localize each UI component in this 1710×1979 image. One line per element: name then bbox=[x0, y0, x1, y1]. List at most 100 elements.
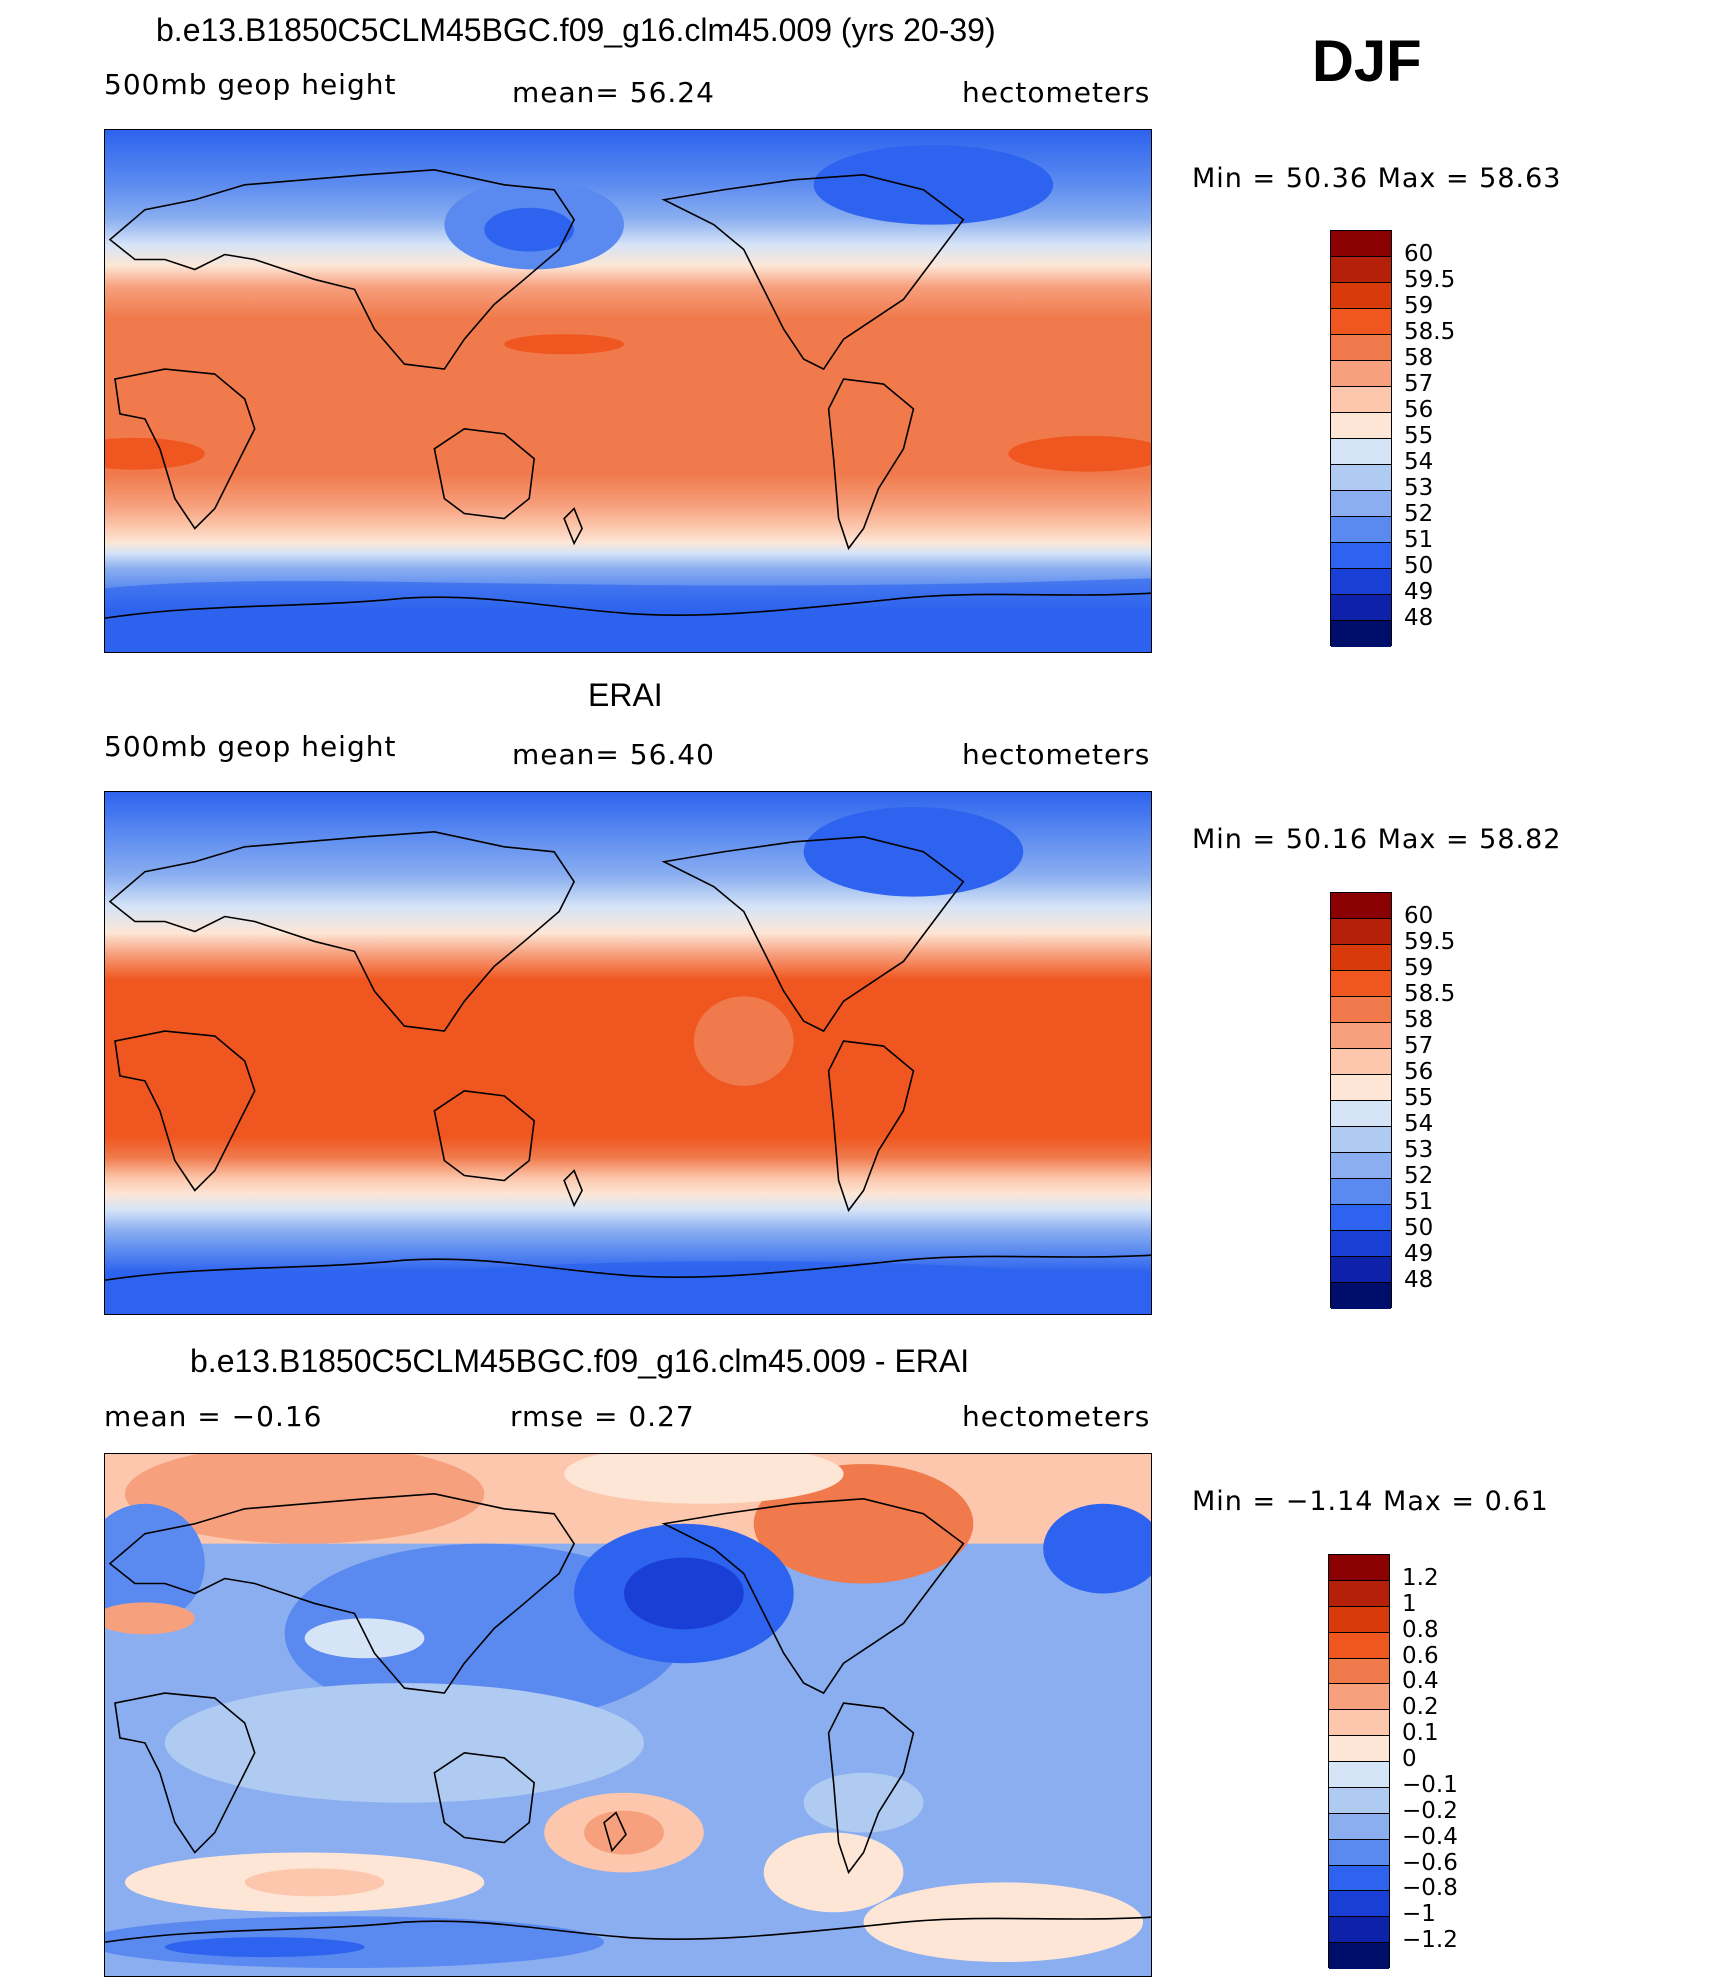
panel-2-title: ERAI bbox=[588, 677, 663, 713]
colorbar-1-box bbox=[1331, 361, 1391, 387]
colorbar-2-box bbox=[1331, 945, 1391, 971]
colorbar-3-tick-label: −0.8 bbox=[1402, 1875, 1458, 1902]
colorbar-3-tick-label: −0.6 bbox=[1402, 1849, 1458, 1876]
season-label: DJF bbox=[1312, 29, 1422, 94]
colorbar-3-box bbox=[1329, 1658, 1389, 1685]
colorbar-2-tick-label: 57 bbox=[1404, 1033, 1434, 1059]
colorbar-3-box bbox=[1329, 1555, 1389, 1581]
colorbar-2-box bbox=[1331, 997, 1391, 1023]
panel-1-minmax: Min = 50.36 Max = 58.63 bbox=[1192, 163, 1562, 194]
panel-2-mean-label: mean= 56.40 bbox=[512, 738, 715, 771]
colorbar-1-tick-label: 58 bbox=[1404, 345, 1434, 371]
colorbar-3-box bbox=[1329, 1813, 1389, 1840]
colorbar-3-box bbox=[1329, 1762, 1389, 1788]
colorbar-1-tick-label: 49 bbox=[1404, 579, 1434, 605]
colorbar-1-tick-label: 57 bbox=[1404, 371, 1434, 397]
colorbar-3-tick-label: 0.8 bbox=[1402, 1616, 1439, 1643]
colorbar-2-box bbox=[1331, 1231, 1391, 1257]
panel-2-units-label: hectometers bbox=[962, 738, 1151, 771]
colorbar-1-box bbox=[1331, 491, 1391, 517]
colorbar-1-box bbox=[1331, 569, 1391, 595]
colorbar-3-box bbox=[1329, 1606, 1389, 1633]
colorbar-3-tick-label: 0 bbox=[1402, 1746, 1417, 1772]
colorbar-2-tick-label: 48 bbox=[1404, 1267, 1434, 1293]
colorbar-3-box bbox=[1329, 1684, 1389, 1711]
colorbar-1-tick-label: 53 bbox=[1404, 475, 1434, 501]
panel-2-colorbar bbox=[1330, 892, 1392, 1309]
colorbar-3-box bbox=[1329, 1839, 1389, 1866]
colorbar-2-tick-label: 58.5 bbox=[1404, 981, 1456, 1007]
panel-2-minmax: Min = 50.16 Max = 58.82 bbox=[1192, 824, 1562, 855]
panel-2-variable-label: 500mb geop height bbox=[104, 730, 397, 763]
colorbar-2-box bbox=[1331, 1049, 1391, 1075]
colorbar-3-box bbox=[1329, 1787, 1389, 1814]
colorbar-2-tick-label: 52 bbox=[1404, 1163, 1434, 1189]
colorbar-1-box bbox=[1331, 335, 1391, 361]
panel-3-colorbar bbox=[1328, 1554, 1390, 1969]
colorbar-2-tick-label: 56 bbox=[1404, 1059, 1434, 1085]
panel-3-mean-label: mean = −0.16 bbox=[104, 1400, 323, 1433]
colorbar-3-tick-label: −0.4 bbox=[1402, 1823, 1458, 1850]
colorbar-2-tick-label: 54 bbox=[1404, 1111, 1434, 1137]
panel-3-units-label: hectometers bbox=[962, 1400, 1151, 1433]
colorbar-1-box bbox=[1331, 621, 1391, 647]
colorbar-2-box bbox=[1331, 1153, 1391, 1179]
colorbar-1-tick-label: 48 bbox=[1404, 605, 1434, 631]
colorbar-2-tick-label: 53 bbox=[1404, 1137, 1434, 1163]
colorbar-2-tick-label: 59.5 bbox=[1404, 929, 1456, 955]
colorbar-1-tick-label: 59.5 bbox=[1404, 267, 1456, 293]
colorbar-2-box bbox=[1331, 1075, 1391, 1101]
colorbar-3-tick-label: 0.6 bbox=[1402, 1642, 1439, 1669]
colorbar-1-tick-label: 56 bbox=[1404, 397, 1434, 423]
colorbar-1-tick-label: 51 bbox=[1404, 527, 1434, 553]
colorbar-1-box bbox=[1331, 439, 1391, 465]
colorbar-3-tick-label: 1.2 bbox=[1402, 1564, 1439, 1591]
colorbar-2-tick-label: 55 bbox=[1404, 1085, 1434, 1111]
colorbar-3-tick-label: 1 bbox=[1402, 1590, 1417, 1617]
colorbar-1-box bbox=[1331, 465, 1391, 491]
colorbar-3-box bbox=[1329, 1865, 1389, 1892]
panel-3-map bbox=[104, 1453, 1152, 1977]
colorbar-2-tick-label: 51 bbox=[1404, 1189, 1434, 1215]
panel-1-colorbar bbox=[1330, 230, 1392, 647]
colorbar-2-box bbox=[1331, 971, 1391, 997]
colorbar-2-tick-label: 49 bbox=[1404, 1241, 1434, 1267]
colorbar-1-box bbox=[1331, 413, 1391, 439]
colorbar-2-tick-label: 58 bbox=[1404, 1007, 1434, 1033]
colorbar-1-box bbox=[1331, 543, 1391, 569]
colorbar-2-tick-label: 50 bbox=[1404, 1215, 1434, 1241]
colorbar-1-box bbox=[1331, 257, 1391, 283]
panel-1-mean-label: mean= 56.24 bbox=[512, 76, 715, 109]
colorbar-2-box bbox=[1331, 919, 1391, 945]
panel-3-minmax: Min = −1.14 Max = 0.61 bbox=[1192, 1486, 1549, 1517]
colorbar-3-box bbox=[1329, 1710, 1389, 1737]
colorbar-3-box bbox=[1329, 1580, 1389, 1607]
panel-3-title: b.e13.B1850C5CLM45BGC.f09_g16.clm45.009 … bbox=[190, 1343, 970, 1379]
colorbar-2-box bbox=[1331, 1101, 1391, 1127]
colorbar-3-tick-label: 0.4 bbox=[1402, 1668, 1439, 1695]
colorbar-1-tick-label: 54 bbox=[1404, 449, 1434, 475]
colorbar-1-tick-label: 60 bbox=[1404, 241, 1434, 267]
colorbar-1-box bbox=[1331, 517, 1391, 543]
colorbar-3-tick-label: 0.1 bbox=[1402, 1720, 1439, 1747]
colorbar-1-box bbox=[1331, 231, 1391, 257]
colorbar-2-box bbox=[1331, 1179, 1391, 1205]
colorbar-3-tick-label: −1.2 bbox=[1402, 1927, 1458, 1954]
colorbar-2-box bbox=[1331, 1283, 1391, 1309]
colorbar-1-tick-label: 58.5 bbox=[1404, 319, 1456, 345]
colorbar-1-box bbox=[1331, 309, 1391, 335]
colorbar-2-tick-label: 59 bbox=[1404, 955, 1434, 981]
colorbar-3-box bbox=[1329, 1917, 1389, 1944]
colorbar-3-tick-label: −0.1 bbox=[1402, 1771, 1458, 1798]
colorbar-3-tick-label: −1 bbox=[1402, 1901, 1436, 1928]
colorbar-3-tick-label: 0.2 bbox=[1402, 1694, 1439, 1721]
panel-2-map bbox=[104, 791, 1152, 1315]
colorbar-3-box bbox=[1329, 1736, 1389, 1762]
panel-1-units-label: hectometers bbox=[962, 76, 1151, 109]
colorbar-3-box bbox=[1329, 1632, 1389, 1659]
panel-1-variable-label: 500mb geop height bbox=[104, 68, 397, 101]
panel-3-rmse-label: rmse = 0.27 bbox=[510, 1400, 695, 1433]
colorbar-2-tick-label: 60 bbox=[1404, 903, 1434, 929]
colorbar-2-box bbox=[1331, 1023, 1391, 1049]
colorbar-1-box bbox=[1331, 283, 1391, 309]
